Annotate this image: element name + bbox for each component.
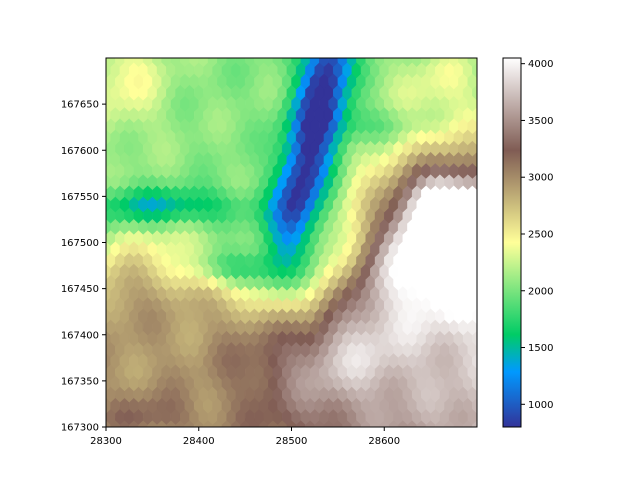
colorbar-axis: 1000 1500 2000 2500 3000 3500 4000	[521, 59, 553, 411]
hex-cell	[411, 58, 422, 67]
hex-cell	[476, 254, 477, 264]
hex-cell	[356, 58, 366, 67]
hex-cell	[476, 165, 477, 175]
y-tick-label: 167500	[61, 238, 99, 249]
hex-cell	[124, 58, 135, 67]
hex-cell	[309, 58, 320, 67]
y-tick-label: 167450	[61, 284, 99, 295]
hex-cell	[458, 58, 468, 67]
hex-cell	[272, 58, 283, 67]
hex-cell	[402, 58, 413, 67]
hex-cell	[476, 142, 477, 153]
hex-cell	[207, 58, 218, 67]
hex-cell	[254, 58, 264, 67]
hex-cell	[226, 58, 237, 67]
hex-cell	[319, 58, 329, 67]
hex-cell	[476, 187, 477, 197]
hex-cell	[374, 58, 385, 67]
colorbar	[502, 57, 522, 428]
hex-cell	[365, 58, 376, 67]
hex-cell	[170, 58, 181, 67]
hex-cell	[476, 120, 477, 130]
hex-cell	[476, 98, 477, 108]
hex-cell	[476, 75, 477, 85]
hex-cell	[384, 58, 394, 67]
hex-cell	[115, 58, 125, 67]
hexbin-cells	[106, 58, 477, 427]
hex-cell	[476, 344, 477, 354]
hex-cell	[476, 277, 477, 287]
y-axis: 167300 167350 167400 167450 167500 167550 1676…	[61, 100, 106, 434]
colorbar-tick-label: 2000	[528, 286, 553, 297]
hex-cell	[235, 58, 246, 67]
hex-cell	[430, 58, 441, 67]
colorbar-tick-label: 3000	[528, 173, 553, 184]
hex-cell	[467, 58, 477, 67]
hex-cell	[476, 388, 477, 399]
hex-cell	[133, 58, 144, 67]
hex-cell	[476, 321, 477, 331]
hex-cell	[161, 58, 172, 67]
colorbar-tick-label: 3500	[528, 116, 553, 127]
y-tick-label: 167550	[61, 192, 99, 203]
hex-cell	[476, 411, 477, 421]
hex-cell	[291, 58, 301, 67]
hex-cell	[179, 58, 190, 67]
x-tick-label: 28600	[368, 436, 400, 447]
colorbar-tick-label: 2500	[528, 229, 553, 240]
hex-cell	[189, 58, 200, 67]
colorbar-tick-label: 4000	[528, 59, 553, 70]
hex-cell	[198, 58, 209, 67]
hex-cell	[244, 58, 255, 67]
hex-cell	[328, 58, 339, 67]
hex-cell	[393, 58, 403, 67]
hex-cell	[300, 58, 311, 67]
x-tick-label: 28400	[183, 436, 215, 447]
hex-cell	[217, 58, 227, 67]
hex-cell	[282, 58, 292, 67]
x-tick-label: 28500	[276, 436, 308, 447]
x-axis: 28300 28400 28500 28600	[90, 427, 400, 447]
x-tick-label: 28300	[90, 436, 122, 447]
hex-cell	[476, 58, 477, 63]
hex-cell	[346, 58, 357, 67]
hex-cell	[106, 58, 116, 67]
y-tick-label: 167600	[61, 146, 99, 157]
hex-cell	[421, 58, 431, 67]
y-tick-label: 167300	[61, 423, 99, 434]
hex-cell	[142, 58, 153, 67]
y-tick-label: 167350	[61, 376, 99, 387]
hex-cell	[439, 58, 450, 67]
colorbar-tick-label: 1000	[528, 400, 553, 411]
hex-cell	[476, 366, 477, 376]
hex-cell	[476, 232, 477, 242]
hex-cell	[476, 209, 477, 220]
hex-cell	[449, 58, 459, 67]
hex-cell	[263, 58, 274, 67]
hex-cell	[337, 58, 348, 67]
y-tick-label: 167650	[61, 100, 99, 111]
hex-cell	[152, 58, 162, 67]
y-tick-label: 167400	[61, 330, 99, 341]
colorbar-tick-label: 1500	[528, 343, 553, 354]
hex-cell	[476, 299, 477, 309]
